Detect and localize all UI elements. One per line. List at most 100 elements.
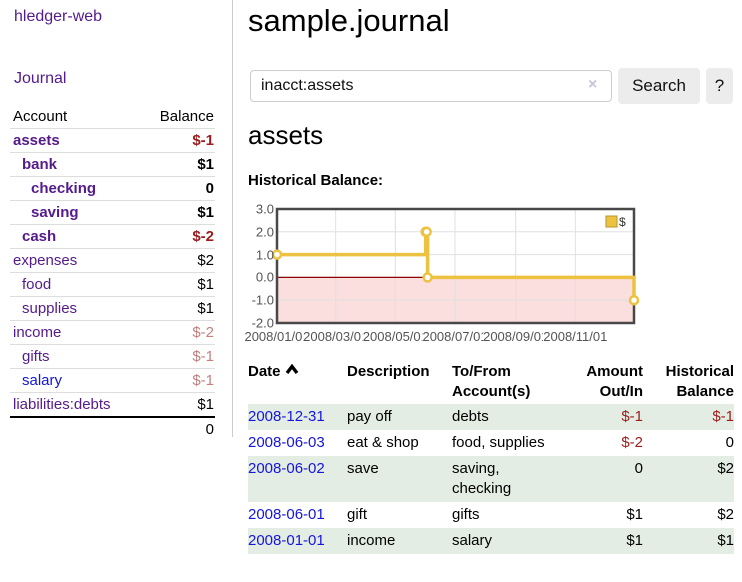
transaction-accounts: salary [452, 528, 558, 554]
y-tick-label: -1.0 [251, 292, 274, 308]
transaction-description: save [347, 456, 452, 502]
x-tick-label: 2008/09/01 [483, 329, 549, 344]
transaction-date-link[interactable]: 2008-06-03 [248, 434, 325, 451]
transaction-balance: $1 [643, 528, 734, 554]
account-balance: 0 [139, 176, 215, 201]
transaction-description: eat & shop [347, 434, 419, 451]
sidebar-item-journal[interactable]: Journal [14, 70, 67, 87]
x-tick-label: 2008/05/01 [362, 329, 428, 344]
transaction-row: 2008-01-01 income salary $1 $1 [248, 528, 734, 554]
transaction-accounts: debts [452, 404, 558, 430]
transaction-row: 2008-06-01 gift gifts $1 $2 [248, 502, 734, 528]
transaction-amount: $-1 [558, 404, 643, 430]
search-input[interactable] [250, 70, 612, 102]
account-link-salary[interactable]: salary [22, 372, 63, 389]
transaction-description: gift [347, 506, 368, 523]
account-row: checking 0 [10, 176, 215, 201]
register-table: Date Description To/From Account(s) Amount Ou… [248, 360, 734, 554]
x-tick-label: 2008/11/01 [543, 329, 608, 344]
account-row: liabilities:debts $1 [10, 392, 215, 418]
transaction-accounts: gifts [452, 506, 480, 523]
transaction-date-link[interactable]: 2008-12-31 [248, 408, 325, 425]
account-link-liabilities-debts[interactable]: liabilities:debts [13, 396, 111, 413]
account-link-bank[interactable]: bank [22, 156, 58, 173]
account-link-food[interactable]: food [22, 276, 52, 293]
sidebar-divider [232, 0, 233, 437]
account-balance: $1 [139, 392, 215, 418]
account-link-income[interactable]: income [13, 324, 62, 341]
transaction-amount: $1 [626, 506, 643, 523]
transaction-date-link[interactable]: 2008-01-01 [248, 532, 325, 549]
y-tick-label: -2.0 [251, 315, 274, 331]
historical-balance-chart[interactable]: $ 3.0 2.0 1.0 0.0 -1.0 -2.0 2008/01/01 2008/03/… [244, 196, 742, 346]
register-rows: 2008-12-31 pay off debts $-1 $-1 2008-06-03 ea… [248, 404, 734, 554]
register-header: Date Description To/From Account(s) Amount Ou… [248, 360, 734, 404]
account-row: supplies $1 [10, 296, 215, 321]
account-balance: $-2 [139, 224, 215, 249]
account-row: income $-2 [10, 320, 215, 345]
account-link-gifts[interactable]: gifts [22, 348, 50, 365]
transaction-amount: 0 [558, 456, 643, 502]
account-row: cash $-2 [10, 224, 215, 249]
account-link-cash[interactable]: cash [22, 228, 57, 245]
transaction-description: pay off [347, 404, 452, 430]
account-total-value: 0 [139, 416, 215, 441]
transaction-accounts: saving, checking [452, 456, 558, 502]
account-balance: $1 [139, 296, 215, 321]
account-link-expenses[interactable]: expenses [13, 252, 78, 269]
account-column-header: Account [10, 105, 140, 129]
transaction-row: 2008-06-02 save saving, checking 0 $2 [248, 456, 734, 502]
page-title: sample.journal [248, 3, 450, 38]
transaction-accounts: food, supplies [452, 434, 545, 451]
legend-swatch [605, 215, 618, 228]
sort-ascending-icon [285, 364, 298, 375]
historical-balance-label: Historical Balance: [248, 172, 384, 189]
x-tick-label: 2008/03/01 [303, 329, 369, 344]
account-link-checking[interactable]: checking [31, 180, 97, 197]
clear-search-icon[interactable]: × [588, 76, 598, 93]
transaction-balance: 0 [725, 434, 734, 451]
brand-link[interactable]: hledger-web [14, 8, 103, 25]
account-balance: $1 [139, 272, 215, 297]
y-tick-label: 3.0 [255, 201, 274, 217]
account-link-assets[interactable]: assets [13, 132, 60, 149]
transaction-row: 2008-06-03 eat & shop food, supplies $-2 0 [248, 430, 734, 456]
account-row: food $1 [10, 272, 215, 297]
account-balance: $-1 [139, 344, 215, 369]
account-balance: $-1 [139, 368, 215, 393]
transaction-balance: $2 [643, 456, 734, 502]
balance-column-header: Balance [139, 105, 215, 129]
x-tick-label: 2008/01/01 [244, 329, 310, 344]
register-col-header-historical: Historical Balance [665, 363, 734, 400]
transaction-amount: $1 [558, 528, 643, 554]
account-balance: $1 [139, 200, 215, 225]
y-tick-label: 0.0 [255, 269, 274, 285]
transaction-date-link[interactable]: 2008-06-01 [248, 506, 325, 523]
account-row: gifts $-1 [10, 344, 215, 369]
chart-canvas: $ [271, 207, 640, 325]
legend-label: $ [619, 215, 626, 229]
account-link-supplies[interactable]: supplies [22, 300, 78, 317]
register-col-header-date[interactable]: Date [248, 360, 347, 404]
account-balance-table: Account Balance assets $-1 bank $1 checking 0… [10, 105, 215, 441]
account-balance: $-1 [139, 128, 215, 153]
account-heading: assets [248, 120, 324, 150]
account-row: salary $-1 [10, 368, 215, 393]
search-button[interactable]: Search [618, 68, 700, 104]
register-col-header-description: Description [347, 363, 430, 380]
transaction-row: 2008-12-31 pay off debts $-1 $-1 [248, 404, 734, 430]
transaction-balance: $2 [717, 506, 734, 523]
account-link-saving[interactable]: saving [31, 204, 79, 221]
transaction-description: income [347, 528, 452, 554]
register-col-header-to-from: To/From Account(s) [452, 363, 531, 400]
account-balance: $1 [139, 152, 215, 177]
y-tick-label: 2.0 [255, 224, 274, 240]
help-button[interactable]: ? [706, 68, 733, 104]
transaction-date-link[interactable]: 2008-06-02 [248, 460, 325, 477]
account-row: saving $1 [10, 200, 215, 225]
main-content: sample.journal × Search ? assets Histori… [244, 0, 742, 582]
account-row: bank $1 [10, 152, 215, 177]
transaction-balance: $-1 [643, 404, 734, 430]
register-col-header-amount: Amount Out/In [586, 363, 643, 400]
